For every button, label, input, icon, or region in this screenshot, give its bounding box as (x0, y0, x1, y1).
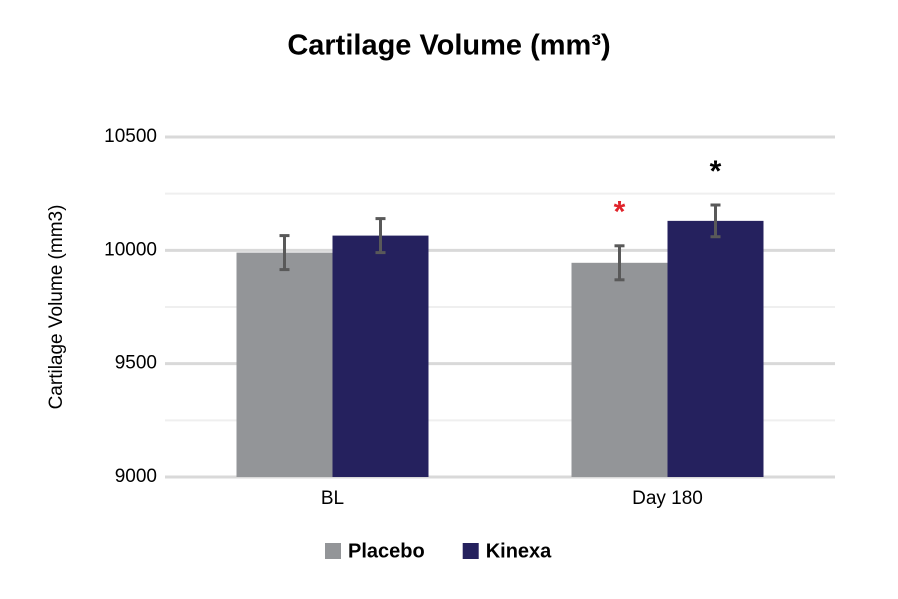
legend-swatch (325, 543, 341, 559)
y-axis-label: Cartilage Volume (mm3) (46, 205, 67, 410)
x-tick-label: BL (321, 488, 344, 509)
error-bar (710, 203, 721, 239)
chart-title: Cartilage Volume (mm³) (287, 30, 610, 62)
error-bar (279, 234, 290, 272)
error-bar (375, 217, 386, 255)
significance-marker: * (614, 196, 626, 229)
bar (236, 252, 333, 477)
y-tick-label: 10500 (104, 126, 157, 147)
y-tick-label: 9000 (115, 466, 157, 487)
bar (667, 220, 764, 477)
bar (332, 235, 429, 477)
bar (571, 262, 668, 477)
legend-label: Placebo (348, 540, 425, 562)
legend-label: Kinexa (486, 540, 552, 562)
y-tick-label: 10000 (104, 239, 157, 260)
legend-swatch (462, 543, 479, 559)
error-bar (614, 244, 625, 282)
x-tick-label: Day 180 (632, 488, 703, 509)
significance-marker: * (710, 155, 722, 188)
y-tick-label: 9500 (115, 353, 157, 374)
